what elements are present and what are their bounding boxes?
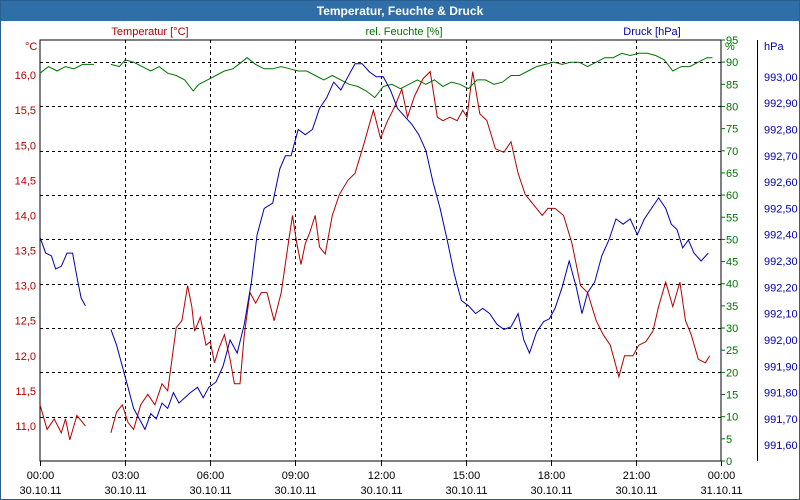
humidity-tick-label: 25 [726,345,738,357]
temperature-tick-label: 12,0 [15,351,36,363]
temperature-tick-label: 15,5 [15,105,36,117]
pressure-tick-label: 991,80 [764,388,798,400]
humidity-tick-label: 80 [726,101,738,113]
humidity-tick-label: 50 [726,234,738,246]
humidity-series-line [110,52,713,99]
humidity-tick-label: 30 [726,323,738,335]
pressure-tick-label: 993,00 [764,72,798,84]
humidity-tick-label: 95 [726,35,738,47]
pressure-tick-label: 992,70 [764,151,798,163]
humidity-axis-title: rel. Feuchte [%] [365,26,442,38]
pressure-tick-label: 992,10 [764,309,798,321]
humidity-tick-label: 15 [726,390,738,402]
x-tick-time-label: 18:00 [538,470,566,482]
x-tick-date-label: 30.10.11 [274,485,316,497]
x-tick-date-label: 30.10.11 [19,485,61,497]
pressure-tick-label: 992,40 [764,230,798,242]
x-tick-time-label: 09:00 [282,470,310,482]
x-tick-date-label: 30.10.11 [530,485,572,497]
temperature-tick-label: 14,0 [15,210,36,222]
humidity-tick-label: 0 [726,456,732,468]
pressure-tick-label: 992,30 [764,256,798,268]
temperature-tick-label: 13,5 [15,246,36,258]
humidity-tick-label: 40 [726,279,738,291]
humidity-tick-label: 35 [726,301,738,313]
pressure-tick-label: 992,20 [764,282,798,294]
x-tick-time-label: 06:00 [197,470,225,482]
temperature-tick-label: 12,5 [15,316,36,328]
humidity-tick-label: 20 [726,367,738,379]
humidity-tick-label: 60 [726,190,738,202]
pressure-tick-label: 992,90 [764,98,798,110]
humidity-tick-label: 70 [726,146,738,158]
pressure-series-line [39,237,86,307]
temperature-series-line [39,404,86,441]
pressure-tick-label: 992,50 [764,203,798,215]
x-tick-date-label: 30.10.11 [615,485,657,497]
x-tick-date-label: 30.10.11 [445,485,487,497]
humidity-tick-label: 10 [726,412,738,424]
x-tick-date-label: 31.10.11 [700,485,742,497]
pressure-unit-label: hPa [764,41,784,53]
humidity-tick-label: 90 [726,57,738,69]
temperature-tick-label: 11,5 [15,386,36,398]
x-tick-time-label: 15:00 [453,470,481,482]
pressure-tick-label: 992,80 [764,124,798,136]
pressure-tick-label: 992,60 [764,177,798,189]
humidity-series-line [39,63,94,74]
x-tick-time-label: 21:00 [623,470,651,482]
temperature-tick-label: 11,0 [15,421,36,433]
x-tick-date-label: 30.10.11 [189,485,231,497]
pressure-tick-label: 991,70 [764,414,798,426]
pressure-series-line [110,63,709,431]
window-title: Temperatur, Feuchte & Druck [1,1,799,21]
temperature-axis-title: Temperatur [°C] [111,26,188,38]
temperature-tick-label: 13,0 [15,281,36,293]
humidity-tick-label: 5 [726,434,732,446]
temperature-tick-label: 16,0 [15,70,36,82]
pressure-axis-title: Druck [hPa] [623,26,680,38]
humidity-tick-label: 45 [726,257,738,269]
pressure-tick-label: 991,60 [764,440,798,452]
pressure-tick-label: 991,90 [764,361,798,373]
x-tick-time-label: 03:00 [112,470,140,482]
x-tick-date-label: 30.10.11 [104,485,146,497]
temperature-tick-label: 15,0 [15,140,36,152]
x-tick-time-label: 00:00 [708,470,736,482]
humidity-tick-label: 65 [726,168,738,180]
humidity-tick-label: 55 [726,212,738,224]
x-tick-date-label: 30.10.11 [360,485,402,497]
temperature-unit-label: °C [25,41,37,53]
x-tick-time-label: 00:00 [27,470,55,482]
plot-area [39,39,722,462]
temperature-tick-label: 14,5 [15,175,36,187]
pressure-tick-label: 992,00 [764,335,798,347]
x-tick-time-label: 12:00 [368,470,396,482]
humidity-tick-label: 85 [726,79,738,91]
humidity-tick-label: 75 [726,124,738,136]
temperature-series-line [110,70,711,434]
humidity-unit-label: % [725,41,735,53]
